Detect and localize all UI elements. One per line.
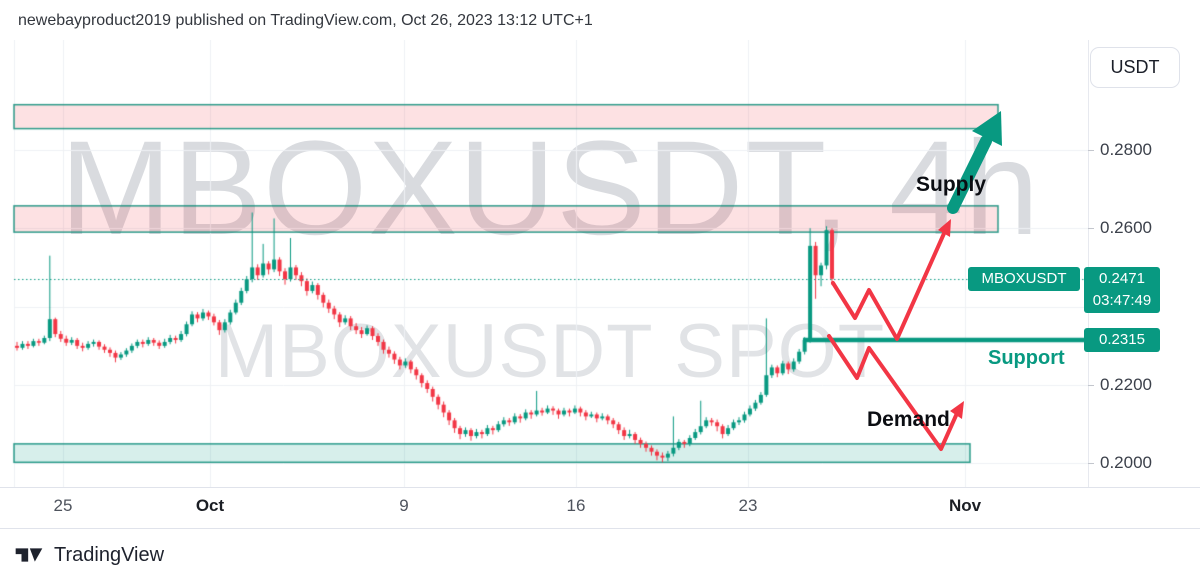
attribution-text: newebayproduct2019 published on TradingV… [18, 12, 593, 29]
support-price-badge: 0.2315 [1084, 327, 1160, 352]
time-axis-label: 23 [738, 496, 758, 515]
price-scale-border [1088, 40, 1089, 487]
price-axis-label: 0.2800 [1100, 139, 1152, 159]
time-scale-border [0, 487, 1200, 488]
price-tick [1088, 385, 1094, 386]
currency-toggle-button[interactable]: USDT [1090, 47, 1180, 88]
price-axis-label: 0.2200 [1100, 375, 1152, 395]
time-axis-label: 25 [53, 496, 73, 515]
symbol-price-badge: MBOXUSDT [968, 266, 1080, 291]
time-axis-label: Nov [948, 496, 982, 515]
support-label[interactable]: Support [988, 347, 1065, 369]
price-axis-label: 0.2600 [1100, 218, 1152, 238]
time-axis-label: 9 [399, 496, 409, 515]
last-price-value: 0.2471 [1099, 269, 1145, 287]
tradingview-brand-text: TradingView [54, 543, 165, 566]
last-price-countdown-badge: 0.2471 03:47:49 [1084, 266, 1160, 313]
tradingview-link[interactable]: TradingView [14, 543, 164, 567]
demand-label[interactable]: Demand [867, 408, 950, 431]
price-tick [1088, 463, 1094, 464]
tradingview-logo-icon [15, 548, 43, 562]
price-axis-label: 0.2000 [1100, 453, 1152, 473]
price-tick [1088, 150, 1094, 151]
time-axis-label: Oct [195, 496, 225, 515]
chart-bottom-border [0, 528, 1200, 529]
supply-label[interactable]: Supply [916, 173, 987, 196]
time-axis-label: 16 [566, 496, 586, 515]
price-tick [1088, 228, 1094, 229]
bar-countdown: 03:47:49 [1092, 291, 1152, 309]
